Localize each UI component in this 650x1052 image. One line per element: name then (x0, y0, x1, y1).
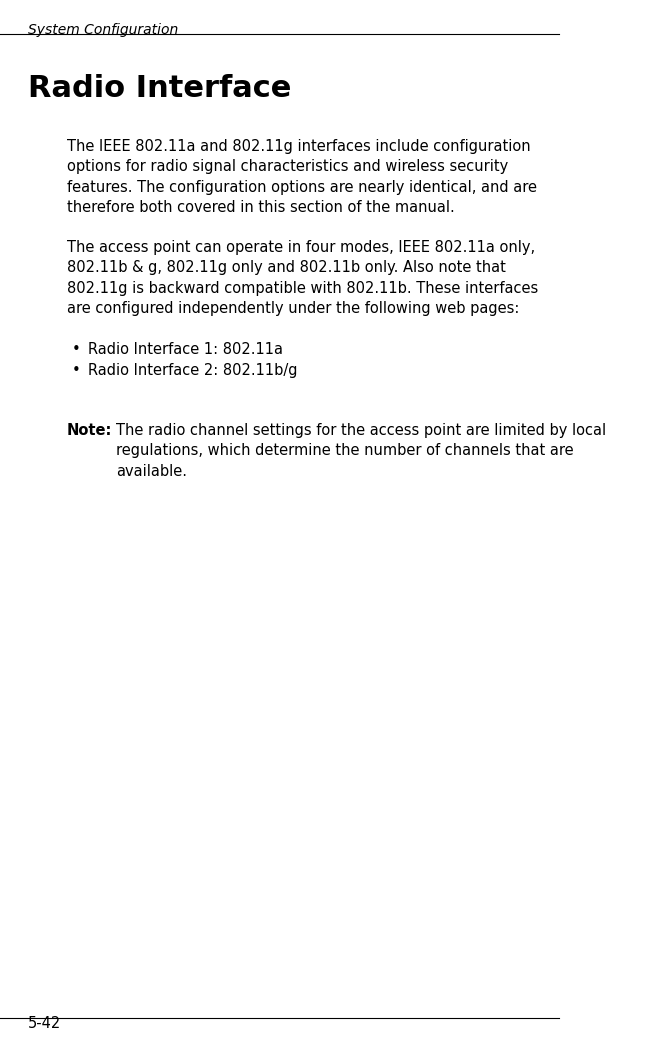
Text: Radio Interface: Radio Interface (28, 74, 291, 103)
Text: Radio Interface 2: 802.11b/g: Radio Interface 2: 802.11b/g (88, 363, 298, 378)
Text: The access point can operate in four modes, IEEE 802.11a only,
802.11b & g, 802.: The access point can operate in four mod… (67, 240, 538, 316)
Text: 5-42: 5-42 (28, 1016, 61, 1031)
Text: System Configuration: System Configuration (28, 23, 178, 37)
Text: The IEEE 802.11a and 802.11g interfaces include configuration
options for radio : The IEEE 802.11a and 802.11g interfaces … (67, 139, 537, 215)
Text: Note:: Note: (67, 423, 112, 438)
Text: •: • (72, 342, 81, 357)
Text: The radio channel settings for the access point are limited by local
regulations: The radio channel settings for the acces… (116, 423, 606, 479)
Text: Radio Interface 1: 802.11a: Radio Interface 1: 802.11a (88, 342, 283, 357)
Text: •: • (72, 363, 81, 378)
